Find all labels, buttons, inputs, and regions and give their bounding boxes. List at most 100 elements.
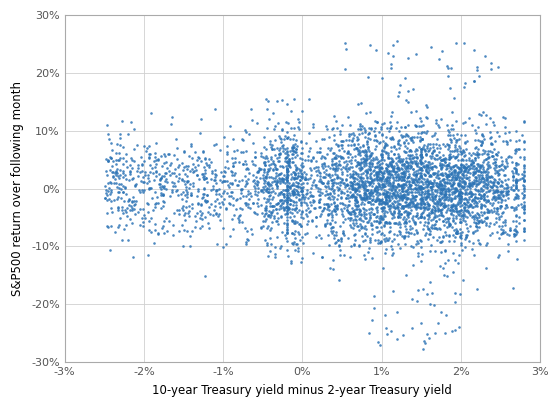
Point — [250, 154, 259, 161]
Point — [143, 180, 152, 186]
Point — [375, 197, 384, 204]
Point — [465, 202, 474, 208]
Point — [282, 226, 291, 233]
Point — [275, 157, 284, 164]
Point — [293, 219, 302, 226]
Point — [282, 192, 291, 199]
Point — [451, 212, 460, 219]
Point — [372, 191, 381, 197]
Point — [367, 201, 376, 207]
Point — [507, 154, 516, 160]
Point — [423, 216, 432, 222]
Point — [446, 165, 455, 172]
Point — [500, 197, 509, 203]
Point — [104, 180, 113, 186]
Point — [440, 179, 449, 185]
Point — [261, 207, 270, 214]
Point — [375, 171, 384, 177]
Point — [262, 187, 270, 193]
Point — [407, 224, 416, 231]
Point — [180, 163, 189, 170]
Point — [402, 145, 411, 151]
Point — [328, 177, 337, 184]
Point — [450, 193, 459, 199]
Point — [356, 121, 365, 127]
Point — [405, 210, 414, 217]
Point — [358, 196, 367, 203]
Point — [296, 138, 305, 144]
Point — [417, 192, 426, 198]
Point — [426, 184, 435, 190]
Point — [343, 207, 352, 213]
Point — [345, 173, 354, 180]
Point — [308, 250, 317, 256]
Point — [377, 150, 386, 157]
Point — [430, 177, 438, 183]
Point — [292, 191, 301, 197]
Point — [455, 207, 464, 214]
Point — [455, 164, 464, 171]
Point — [179, 149, 188, 156]
Point — [477, 192, 486, 199]
Point — [352, 202, 361, 209]
Point — [146, 214, 155, 221]
Point — [444, 217, 452, 224]
Point — [274, 177, 283, 184]
Point — [331, 153, 340, 160]
Point — [376, 175, 385, 181]
Point — [424, 181, 433, 188]
Point — [187, 192, 196, 199]
Point — [149, 240, 158, 246]
Point — [483, 214, 492, 221]
Point — [496, 195, 505, 202]
Point — [435, 175, 444, 181]
Point — [360, 181, 369, 187]
Point — [381, 201, 390, 207]
Point — [428, 203, 437, 210]
Point — [421, 151, 430, 157]
Point — [373, 171, 382, 177]
Point — [353, 222, 362, 229]
Point — [380, 181, 389, 188]
Point — [359, 143, 368, 150]
Point — [368, 211, 377, 218]
Point — [145, 169, 154, 175]
Point — [371, 145, 380, 152]
Point — [428, 171, 437, 177]
Point — [438, 264, 447, 271]
Point — [465, 210, 474, 217]
Point — [412, 153, 421, 160]
Point — [397, 158, 406, 164]
Point — [424, 164, 433, 171]
Point — [404, 163, 413, 170]
Point — [478, 193, 487, 200]
Point — [441, 170, 450, 176]
Point — [436, 160, 445, 166]
Point — [362, 193, 371, 199]
Point — [139, 187, 148, 193]
Point — [402, 229, 410, 235]
Point — [361, 159, 370, 165]
Point — [326, 190, 335, 196]
Point — [278, 163, 287, 170]
Point — [342, 188, 351, 195]
Point — [401, 199, 410, 206]
Point — [361, 236, 370, 243]
Point — [451, 186, 460, 193]
Point — [452, 40, 461, 46]
Point — [395, 175, 404, 182]
Point — [376, 157, 385, 163]
Point — [372, 47, 381, 54]
Point — [359, 156, 368, 162]
Point — [471, 169, 480, 175]
Point — [348, 224, 357, 231]
Point — [360, 161, 369, 168]
Point — [259, 188, 268, 195]
Point — [487, 196, 496, 202]
Point — [424, 191, 433, 198]
Point — [365, 130, 374, 137]
Point — [272, 179, 281, 186]
Point — [476, 204, 485, 210]
Point — [343, 235, 352, 241]
Point — [347, 182, 356, 189]
